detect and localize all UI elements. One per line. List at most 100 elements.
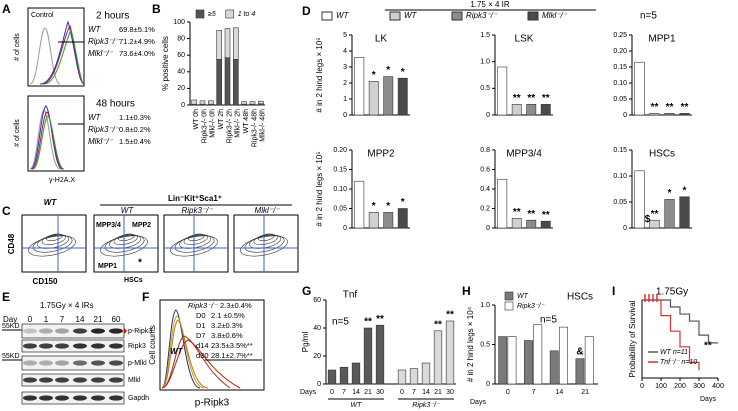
bar (191, 99, 197, 105)
bar (634, 170, 645, 229)
timepoint-label: 48 hours (96, 99, 135, 110)
y-tick-label: 0.5 (480, 341, 490, 348)
percent-label: 3.8±0.6% (211, 331, 243, 340)
blot-band (109, 377, 123, 383)
panel-letter: G (302, 284, 311, 298)
significance-label: & (576, 346, 583, 357)
flow-plot-frame (93, 214, 159, 273)
blot-band (73, 343, 87, 349)
marker-label: 55KD (2, 353, 20, 360)
blot-label: Mlkl (128, 377, 141, 384)
chart-title: MPP2 (367, 149, 395, 160)
y-tick-label: 0.10 (613, 80, 627, 87)
legend-label: WT (404, 11, 418, 20)
histogram-frame (159, 299, 265, 391)
blot-band (73, 377, 87, 383)
x-axis-label: Days (300, 389, 316, 396)
y-tick-label: 0.05 (613, 199, 627, 206)
genotype-label: WT (170, 347, 184, 356)
blot-label: p-Ripk3 (128, 328, 152, 335)
day-label: 21 (94, 315, 103, 324)
y-tick-label: 80 (177, 35, 185, 42)
histogram-frame (27, 7, 85, 87)
y-tick-label: 0 (343, 225, 347, 232)
blot-band (39, 395, 53, 401)
bar (233, 27, 239, 60)
bar (241, 101, 247, 105)
bar (634, 61, 645, 116)
x-tick-label: 0 (330, 389, 334, 396)
axis-label: CD48 (7, 233, 16, 254)
x-tick-label: 0 (640, 383, 644, 390)
significance-label: * (386, 65, 390, 76)
bar (351, 362, 361, 385)
legend-label: 1 to 4 (238, 11, 256, 18)
flow-plot-frame (163, 214, 229, 273)
y-tick-label: 0 (486, 381, 490, 388)
bar (383, 212, 394, 229)
survival-curve (642, 299, 700, 371)
population-label: MPP1 (98, 263, 117, 270)
day-label: d14 (196, 341, 209, 350)
legend-swatch (527, 11, 539, 21)
contour (170, 235, 218, 257)
y-tick-label: 0.20 (613, 48, 627, 55)
contour (253, 234, 278, 245)
x-tick-label: 400 (712, 383, 724, 390)
histogram-frame (27, 95, 85, 172)
chart-title: LK (375, 34, 388, 45)
x-tick-label: WT 48h (243, 109, 250, 133)
histogram (29, 109, 61, 170)
bar (584, 336, 594, 385)
x-tick-label: 21 (434, 389, 442, 396)
x-tick-label: 7 (342, 389, 346, 396)
genotype-label: Ripk3⁻/⁻ (88, 37, 120, 46)
y-tick-label: 0.4 (480, 186, 490, 193)
note: n=5 (540, 315, 557, 326)
percent-label: 23.5±3.5%** (211, 341, 253, 350)
blot-band (91, 328, 105, 334)
contour (258, 233, 275, 242)
day-label: 14 (76, 315, 85, 324)
bar (258, 100, 264, 105)
x-tick-label: 300 (693, 383, 705, 390)
histogram (161, 335, 231, 389)
significance-label: ** (513, 93, 521, 104)
day-label: D1 (196, 321, 206, 330)
bar (421, 362, 431, 385)
x-tick-label: 14 (352, 389, 360, 396)
axis-label: # of cells (14, 33, 21, 61)
y-tick-label: 0 (623, 225, 627, 232)
y-axis-label: % positive cells (161, 36, 170, 91)
blot-label: Gapdh (128, 395, 149, 402)
bar (383, 76, 394, 116)
significance-label: ** (681, 102, 689, 113)
blot-label: Ripk3 (128, 343, 146, 350)
genotype-label: Mlkl⁻/⁻ (255, 206, 281, 215)
x-tick-label: 200 (674, 383, 686, 390)
bar (363, 327, 373, 385)
blot-band (55, 360, 69, 366)
legend-label: WT (517, 293, 529, 300)
significance-label: ** (704, 341, 712, 352)
bar (540, 220, 551, 229)
y-tick-label: 100 (173, 19, 185, 26)
percent-label: 2.3±0.4% (220, 301, 252, 310)
significance-label: * (138, 258, 142, 269)
y-tick-label: 20 (313, 353, 321, 360)
bar (409, 368, 419, 385)
flow-plot-frame (21, 214, 87, 273)
bar (507, 336, 517, 385)
x-tick-label: Ripk3-/- 48h (251, 109, 258, 147)
y-axis-label: Pg/ml (301, 332, 310, 353)
population-label: MPP2 (132, 222, 151, 229)
legend-swatch (225, 9, 235, 19)
histogram (30, 105, 63, 170)
y-tick-label: 0.6 (480, 166, 490, 173)
histogram (43, 28, 85, 85)
bar (224, 57, 231, 106)
timepoint-label: 2 hours (96, 11, 129, 22)
blot-band (73, 395, 87, 401)
y-axis-label: # in 2 hind legs × 10⁵ (315, 37, 324, 112)
